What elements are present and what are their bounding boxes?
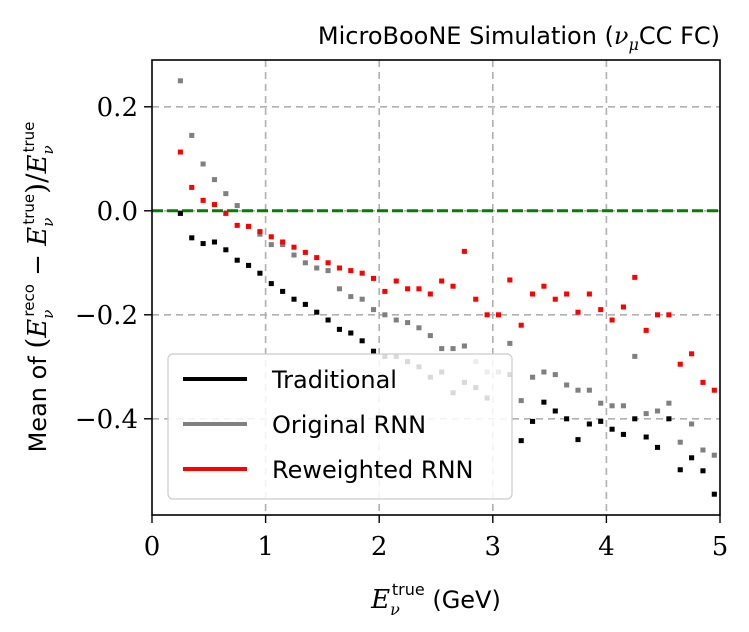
y-axis-label-E1: E [23,319,53,339]
y-tick-label: 0.0 [97,197,138,227]
y-axis-label-E2: E [23,227,53,247]
y-axis-label-formula-close: )/ [20,173,53,194]
y-axis-label-nu1: ν [39,310,57,319]
y-axis-label-true2: true [20,122,38,153]
chart-title-tail: CC FC) [639,22,720,50]
series-original-rnn [177,78,717,458]
legend-label-original-rnn: Original RNN [272,411,426,439]
y-tick-label: −0.2 [75,301,138,331]
chart-title-mu: μ [629,35,639,54]
y-axis-label-text: Mean of (Eνreco − Eνtrue)/Eνtrue [20,122,57,453]
x-axis-label: Eνtrue (GeV) [370,580,501,619]
axis-ticks: 0 1 2 3 4 5 −0.4 −0.2 0.0 0.2 [75,93,728,562]
y-tick-label: 0.2 [97,93,138,123]
chart-title-main: MicroBooNE Simulation ( [318,22,614,50]
legend-label-reweighted-rnn: Reweighted RNN [272,456,474,484]
y-axis-label: Mean of (Eνreco − Eνtrue)/Eνtrue [20,122,57,453]
y-axis-label-reco: reco [20,284,38,317]
y-axis-label-nu3: ν [39,145,57,154]
x-tick-label: 3 [485,532,502,562]
y-axis-label-nu2: ν [39,218,57,227]
series-reweighted-rnn [177,149,717,393]
x-tick-label: 4 [598,532,615,562]
y-axis-label-true1: true [20,194,38,225]
x-tick-label: 0 [144,532,161,562]
x-tick-label: 1 [257,532,274,562]
y-axis-label-formula-open: ( [20,338,53,349]
plot-frame [151,59,721,516]
legend-box [167,353,513,500]
y-axis-label-E3: E [23,154,53,174]
x-tick-label: 5 [712,532,729,562]
x-axis-label-sup: true [392,580,425,599]
legend: Traditional Original RNN Reweighted RNN [167,353,513,500]
chart-title: MicroBooNE Simulation (νμCC FC) [318,22,720,54]
chart-title-nu: ν [614,22,629,50]
x-tick-label: 2 [371,532,388,562]
y-axis-label-prefix: Mean of [24,349,52,453]
y-axis-label-minus: − [23,246,53,284]
x-axis-label-unit: (GeV) [425,586,501,614]
y-tick-label: −0.4 [75,405,138,435]
legend-label-traditional: Traditional [271,366,397,394]
x-axis-label-sub: ν [390,600,400,619]
x-axis-label-E: E [370,585,390,615]
